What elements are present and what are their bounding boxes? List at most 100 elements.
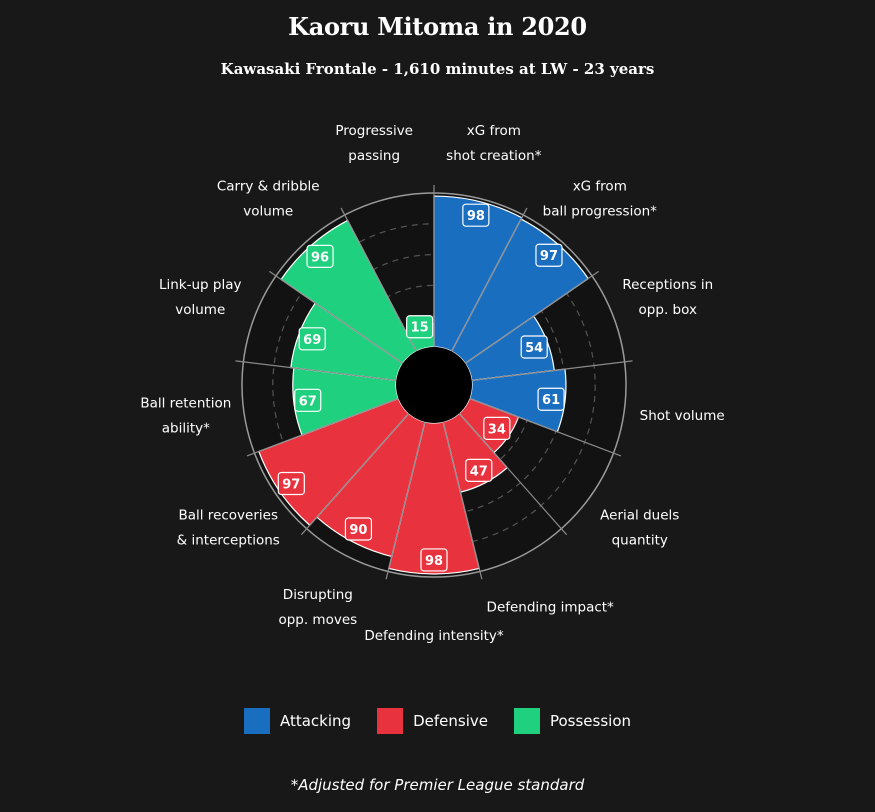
category-label: Defending impact* bbox=[487, 599, 615, 615]
category-label-line: volume bbox=[243, 203, 293, 219]
category-label-line: xG from bbox=[467, 123, 521, 139]
category-label-line: Defending intensity* bbox=[364, 628, 504, 644]
category-label: Shot volume bbox=[640, 408, 725, 424]
category-label: Defending intensity* bbox=[364, 628, 504, 644]
value-badge-box bbox=[465, 458, 493, 482]
center-hole bbox=[396, 347, 472, 423]
value-badge: 61 bbox=[537, 387, 565, 411]
category-label-line: ball progression* bbox=[543, 203, 657, 219]
value-label: 15 bbox=[411, 321, 429, 336]
value-badge-box bbox=[294, 388, 322, 412]
category-label-line: ability* bbox=[162, 421, 210, 437]
category-label: xG from ball progression* bbox=[543, 178, 657, 219]
value-badge: 97 bbox=[535, 243, 563, 267]
category-label-line: Ball retention bbox=[140, 396, 231, 412]
category-label: Aerial duels quantity bbox=[600, 508, 679, 549]
spoke bbox=[442, 421, 483, 580]
value-badge: 54 bbox=[520, 335, 548, 359]
spoke bbox=[458, 413, 568, 536]
spoke bbox=[300, 413, 410, 536]
value-badge-box bbox=[420, 548, 448, 572]
category-label: Link-up play volume bbox=[159, 277, 242, 318]
category-label-line: Link-up play bbox=[159, 277, 242, 293]
value-label: 61 bbox=[542, 393, 560, 408]
legend: Attacking Defensive Possession bbox=[0, 708, 875, 734]
category-label-line: Shot volume bbox=[640, 408, 725, 424]
footnote: *Adjusted for Premier League standard bbox=[290, 776, 585, 794]
value-label: 69 bbox=[303, 333, 321, 348]
category-label-line: Aerial duels bbox=[600, 508, 679, 524]
value-badge: 67 bbox=[294, 388, 322, 412]
category-label: xG from shot creation* bbox=[446, 123, 542, 164]
legend-item-defensive: Defensive bbox=[377, 708, 488, 734]
category-label: Ball retention ability* bbox=[140, 396, 231, 437]
value-badge-box bbox=[483, 416, 511, 440]
category-label: Progressive passing bbox=[335, 123, 413, 164]
value-label: 96 bbox=[311, 250, 329, 265]
category-label-line: volume bbox=[175, 302, 225, 318]
value-badge-box bbox=[277, 471, 305, 496]
category-label: Carry & dribble volume bbox=[217, 178, 320, 219]
value-label: 90 bbox=[349, 523, 367, 538]
category-label: Ball recoveries & interceptions bbox=[177, 508, 280, 549]
value-badge-box bbox=[462, 203, 490, 227]
legend-label-attacking: Attacking bbox=[279, 712, 352, 730]
spoke bbox=[269, 270, 404, 364]
spoke bbox=[235, 360, 397, 382]
value-badge: 98 bbox=[420, 548, 448, 572]
value-badge-box bbox=[298, 327, 326, 351]
value-badge: 90 bbox=[344, 517, 373, 541]
category-label-line: xG from bbox=[573, 178, 627, 194]
category-label-line: opp. moves bbox=[278, 612, 357, 628]
category-label-line: Defending impact* bbox=[487, 599, 615, 615]
value-badge-box bbox=[306, 244, 334, 268]
value-badge: 69 bbox=[298, 327, 326, 351]
spoke bbox=[340, 207, 417, 352]
chart-title: Kaoru Mitoma in 2020 bbox=[288, 12, 587, 41]
category-label-line: opp. box bbox=[639, 302, 697, 318]
category-label-line: shot creation* bbox=[446, 148, 542, 164]
value-label: 67 bbox=[299, 394, 317, 409]
value-label: 97 bbox=[540, 249, 558, 264]
value-label: 98 bbox=[425, 554, 443, 569]
value-badge: 15 bbox=[406, 315, 434, 339]
value-badge: 34 bbox=[483, 416, 511, 440]
spoke bbox=[451, 207, 528, 352]
value-badge: 98 bbox=[462, 203, 490, 227]
value-badge-box bbox=[520, 335, 548, 359]
value-label: 47 bbox=[470, 464, 488, 479]
spoke bbox=[471, 360, 633, 382]
value-label: 97 bbox=[282, 477, 300, 492]
value-badge: 47 bbox=[465, 458, 493, 482]
spoke bbox=[464, 270, 599, 364]
category-label: Receptions in opp. box bbox=[622, 277, 713, 318]
legend-item-attacking: Attacking bbox=[243, 708, 352, 734]
value-badge-box bbox=[406, 315, 434, 339]
legend-item-possession: Possession bbox=[513, 708, 631, 734]
category-label-line: quantity bbox=[612, 533, 668, 549]
value-badge: 97 bbox=[277, 471, 305, 496]
category-label-line: Carry & dribble bbox=[217, 178, 320, 194]
value-badge-box bbox=[535, 243, 563, 267]
chart-subtitle: Kawasaki Frontale - 1,610 minutes at LW … bbox=[220, 60, 655, 78]
category-label-line: & interceptions bbox=[177, 533, 280, 549]
value-label: 98 bbox=[467, 209, 485, 224]
category-label-line: Ball recoveries bbox=[178, 508, 278, 524]
legend-label-defensive: Defensive bbox=[413, 712, 488, 730]
category-label-line: Progressive bbox=[335, 123, 413, 139]
value-badge: 96 bbox=[306, 244, 334, 268]
category-label-line: passing bbox=[348, 148, 400, 164]
category-label-line: Receptions in bbox=[622, 277, 713, 293]
legend-swatch-possession bbox=[513, 708, 540, 734]
spoke bbox=[469, 397, 622, 457]
spoke bbox=[385, 421, 426, 580]
spoke bbox=[246, 397, 399, 457]
category-label: Disrupting opp. moves bbox=[278, 587, 357, 628]
legend-label-possession: Possession bbox=[549, 712, 631, 730]
value-label: 54 bbox=[525, 341, 543, 356]
legend-swatch-defensive bbox=[377, 708, 404, 734]
category-label-line: Disrupting bbox=[283, 587, 353, 603]
value-label: 34 bbox=[488, 422, 506, 437]
value-badge-box bbox=[344, 517, 373, 541]
